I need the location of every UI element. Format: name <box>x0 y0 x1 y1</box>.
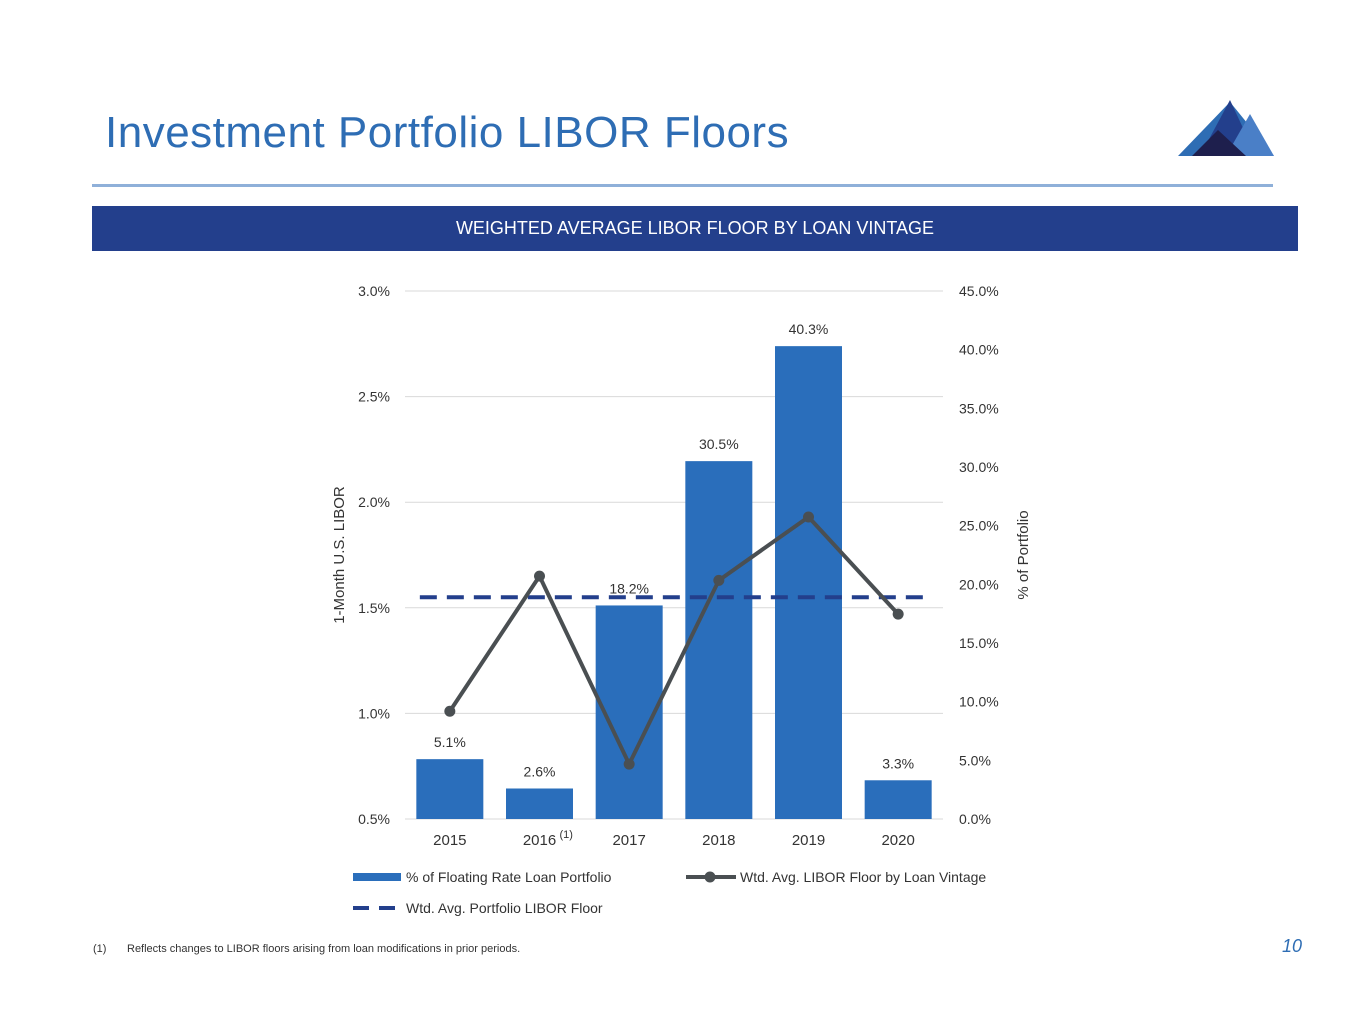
right-axis-tick-label: 30.0% <box>959 459 999 475</box>
right-axis-tick-label: 35.0% <box>959 400 999 416</box>
right-axis-title: % of Portfolio <box>1015 510 1032 599</box>
bar-data-label: 3.3% <box>882 755 914 771</box>
vintage-floor-point <box>803 511 814 523</box>
mountain-logo-icon <box>1178 100 1274 156</box>
bar-data-label: 30.5% <box>699 436 739 452</box>
vintage-floor-line <box>448 514 900 767</box>
footnote: (1) Reflects changes to LIBOR floors aris… <box>93 943 520 955</box>
title-divider <box>92 184 1273 187</box>
bar <box>595 605 663 819</box>
bar <box>775 346 842 819</box>
legend-line-label: Wtd. Avg. LIBOR Floor by Loan Vintage <box>740 869 986 885</box>
chart-banner: WEIGHTED AVERAGE LIBOR FLOOR BY LOAN VIN… <box>92 206 1298 251</box>
bar <box>685 461 753 819</box>
chart-banner-text: WEIGHTED AVERAGE LIBOR FLOOR BY LOAN VIN… <box>455 218 935 238</box>
left-axis-title: 1-Month U.S. LIBOR <box>331 486 348 624</box>
bar-data-label: 40.3% <box>789 321 829 337</box>
bar <box>416 759 484 819</box>
vintage-floor-point <box>892 608 904 620</box>
right-axis-tick-label: 40.0% <box>959 342 999 358</box>
bar-data-label: 5.1% <box>434 734 466 750</box>
vintage-floor-point <box>713 574 725 586</box>
vintage-floor-point <box>534 570 545 582</box>
x-axis-tick-label: 2016 <box>523 832 556 849</box>
footnote-text: Reflects changes to LIBOR floors arising… <box>127 943 521 955</box>
left-axis-tick-label: 1.5% <box>358 600 390 616</box>
left-axis-tick-label: 0.5% <box>358 811 390 827</box>
legend-dashed-label: Wtd. Avg. Portfolio LIBOR Floor <box>406 900 603 916</box>
right-axis-tick-label: 15.0% <box>959 635 999 651</box>
bar <box>506 788 573 819</box>
legend-bar-label: % of Floating Rate Loan Portfolio <box>406 869 612 885</box>
bar-data-label: 2.6% <box>524 763 556 779</box>
right-axis-tick-label: 20.0% <box>959 576 999 592</box>
right-axis-tick-label: 45.0% <box>959 283 999 299</box>
right-axis-tick-label: 10.0% <box>959 694 999 710</box>
left-axis-tick-label: 2.5% <box>358 389 390 405</box>
bar-data-label: 18.2% <box>609 580 649 596</box>
footnote-marker: (1) <box>93 943 107 955</box>
right-axis-tick-label: 25.0% <box>959 518 999 534</box>
x-axis-tick-label: 2020 <box>881 832 914 849</box>
page-title: Investment Portfolio LIBOR Floors <box>105 108 790 157</box>
left-axis-tick-label: 2.0% <box>358 494 390 510</box>
legend-line-marker <box>704 871 716 883</box>
page-number: 10 <box>1282 936 1303 956</box>
legend-bar-swatch <box>353 873 401 881</box>
left-axis-tick-label: 3.0% <box>358 283 390 299</box>
left-axis-tick-label: 1.0% <box>358 705 390 721</box>
x-axis-tick-label: 2019 <box>792 832 825 849</box>
x-axis-tick-label: 2018 <box>702 832 735 849</box>
x-axis-tick-label: 2015 <box>433 832 466 849</box>
vintage-floor-point <box>623 758 635 770</box>
x-axis-tick-superscript: (1) <box>560 829 573 841</box>
x-axis-tick-label: 2017 <box>612 832 645 849</box>
vintage-floor-point <box>444 705 456 717</box>
bar <box>864 780 932 819</box>
right-axis-tick-label: 5.0% <box>959 752 991 768</box>
right-axis-tick-label: 0.0% <box>959 811 991 827</box>
